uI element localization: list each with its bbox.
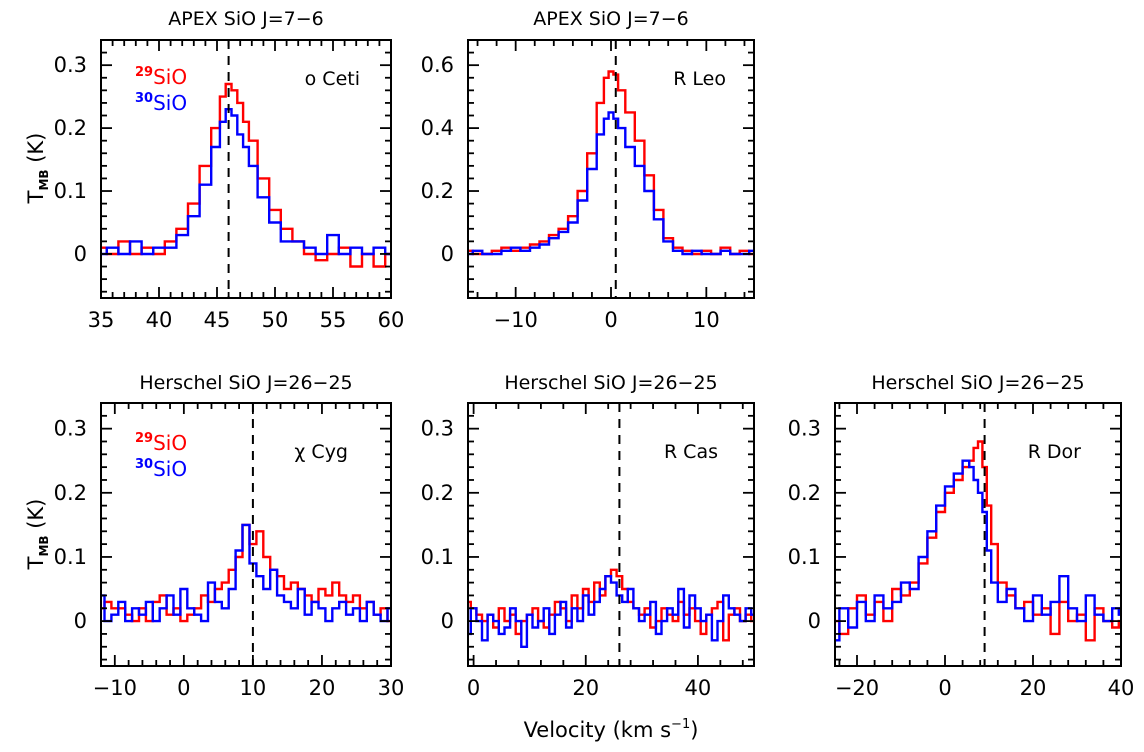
y-tick-label: 0.1: [788, 545, 821, 569]
x-tick-label: 10: [693, 308, 720, 332]
y-axis-label-top: TMB (K): [24, 133, 51, 205]
x-tick-label: 20: [572, 676, 599, 700]
star-label-chi-cyg: χ Cyg: [294, 441, 348, 463]
spectrum-30sio-line: [468, 111, 754, 256]
y-tick-label: 0.1: [421, 545, 454, 569]
y-tick-label: 0: [808, 609, 821, 633]
x-tick-label: 40: [685, 676, 712, 700]
spectrum-29sio-line: [101, 82, 391, 268]
panel-r-cas: 0 20 40 0 0.1 0.2 0.3: [421, 402, 755, 700]
star-label-o-ceti: o Ceti: [305, 68, 360, 90]
x-tick-label: −20: [835, 676, 879, 700]
spectrum-30sio-line: [835, 459, 1121, 642]
plot-frame: [467, 402, 755, 667]
x-tick-label: 0: [938, 676, 951, 700]
plot-frame: [100, 39, 392, 299]
y-tick-label: 0: [441, 609, 454, 633]
y-tick-label: 0.3: [54, 53, 87, 77]
y-tick-label: 0.1: [54, 545, 87, 569]
y-tick-label: 0: [441, 242, 454, 266]
x-tick-label: 35: [88, 308, 115, 332]
x-tick-label: 55: [320, 308, 347, 332]
legend-chi-cyg: 29SiO 30SiO: [135, 431, 187, 481]
x-tick-label: 0: [604, 308, 617, 332]
plot-frame: [834, 402, 1122, 667]
panel-title-o-ceti: APEX SiO J=7−6: [168, 8, 323, 30]
legend-entry-29sio: 29SiO: [135, 431, 187, 455]
x-axis-label: Velocity (km s−1): [524, 717, 699, 742]
y-tick-label: 0.3: [421, 417, 454, 441]
legend-entry-30sio: 30SiO: [135, 457, 187, 481]
panel-r-dor: −20 0 20 40 0 0.1 0.2 0.3: [788, 402, 1135, 700]
y-tick-label: 0.2: [54, 481, 87, 505]
x-tick-label: 30: [378, 676, 405, 700]
panel-chi-cyg: −10 0 10 20 30 0 0.1 0.2 0.3: [54, 402, 405, 700]
svg-text:TMB (K): TMB (K): [24, 133, 51, 205]
plot-frame: [100, 402, 392, 667]
spectrum-30sio-line: [101, 108, 391, 256]
panel-title-r-dor: Herschel SiO J=26−25: [871, 372, 1084, 394]
x-tick-label: 40: [1108, 676, 1135, 700]
x-tick-label: 20: [309, 676, 336, 700]
x-tick-label: −10: [494, 308, 538, 332]
panel-title-r-leo: APEX SiO J=7−6: [533, 8, 688, 30]
spectrum-30sio-line: [101, 523, 391, 623]
y-axis-label-bottom: TMB (K): [24, 499, 51, 571]
y-tick-label: 0: [74, 242, 87, 266]
star-label-r-cas: R Cas: [664, 441, 718, 463]
y-tick-label: 0.3: [788, 417, 821, 441]
x-tick-label: 10: [240, 676, 267, 700]
legend-entry-30sio: 30SiO: [135, 91, 187, 115]
x-tick-label: 50: [262, 308, 289, 332]
y-tick-label: 0.2: [788, 481, 821, 505]
x-tick-label: 0: [467, 676, 480, 700]
y-tick-label: 0: [74, 609, 87, 633]
y-tick-label: 0.4: [421, 116, 454, 140]
panel-r-leo: −10 0 10 0 0.2 0.4 0.6: [421, 39, 755, 332]
star-label-r-dor: R Dor: [1028, 441, 1081, 463]
legend-entry-29sio: 29SiO: [135, 65, 187, 89]
y-tick-label: 0.3: [54, 417, 87, 441]
spectrum-30sio-line: [468, 575, 754, 648]
x-tick-label: 20: [1020, 676, 1047, 700]
x-tick-label: −10: [93, 676, 137, 700]
y-tick-label: 0.6: [421, 53, 454, 77]
y-tick-label: 0.2: [421, 179, 454, 203]
y-tick-label: 0.2: [54, 116, 87, 140]
y-tick-label: 0.1: [54, 179, 87, 203]
star-label-r-leo: R Leo: [673, 68, 726, 90]
x-tick-label: 0: [177, 676, 190, 700]
x-tick-label: 60: [378, 308, 405, 332]
spectrum-29sio-line: [835, 440, 1121, 642]
x-tick-label: 40: [146, 308, 173, 332]
panel-o-ceti: 35 40 45 50 55 60 0 0.1 0.2 0.3: [54, 39, 405, 332]
panel-title-chi-cyg: Herschel SiO J=26−25: [139, 372, 352, 394]
legend-o-ceti: 29SiO 30SiO: [135, 65, 187, 115]
spectrum-29sio-line: [101, 523, 391, 623]
panel-title-r-cas: Herschel SiO J=26−25: [504, 372, 717, 394]
svg-text:TMB (K): TMB (K): [24, 499, 51, 571]
spectrum-29sio-line: [468, 70, 754, 256]
y-tick-label: 0.2: [421, 481, 454, 505]
x-tick-label: 45: [204, 308, 231, 332]
